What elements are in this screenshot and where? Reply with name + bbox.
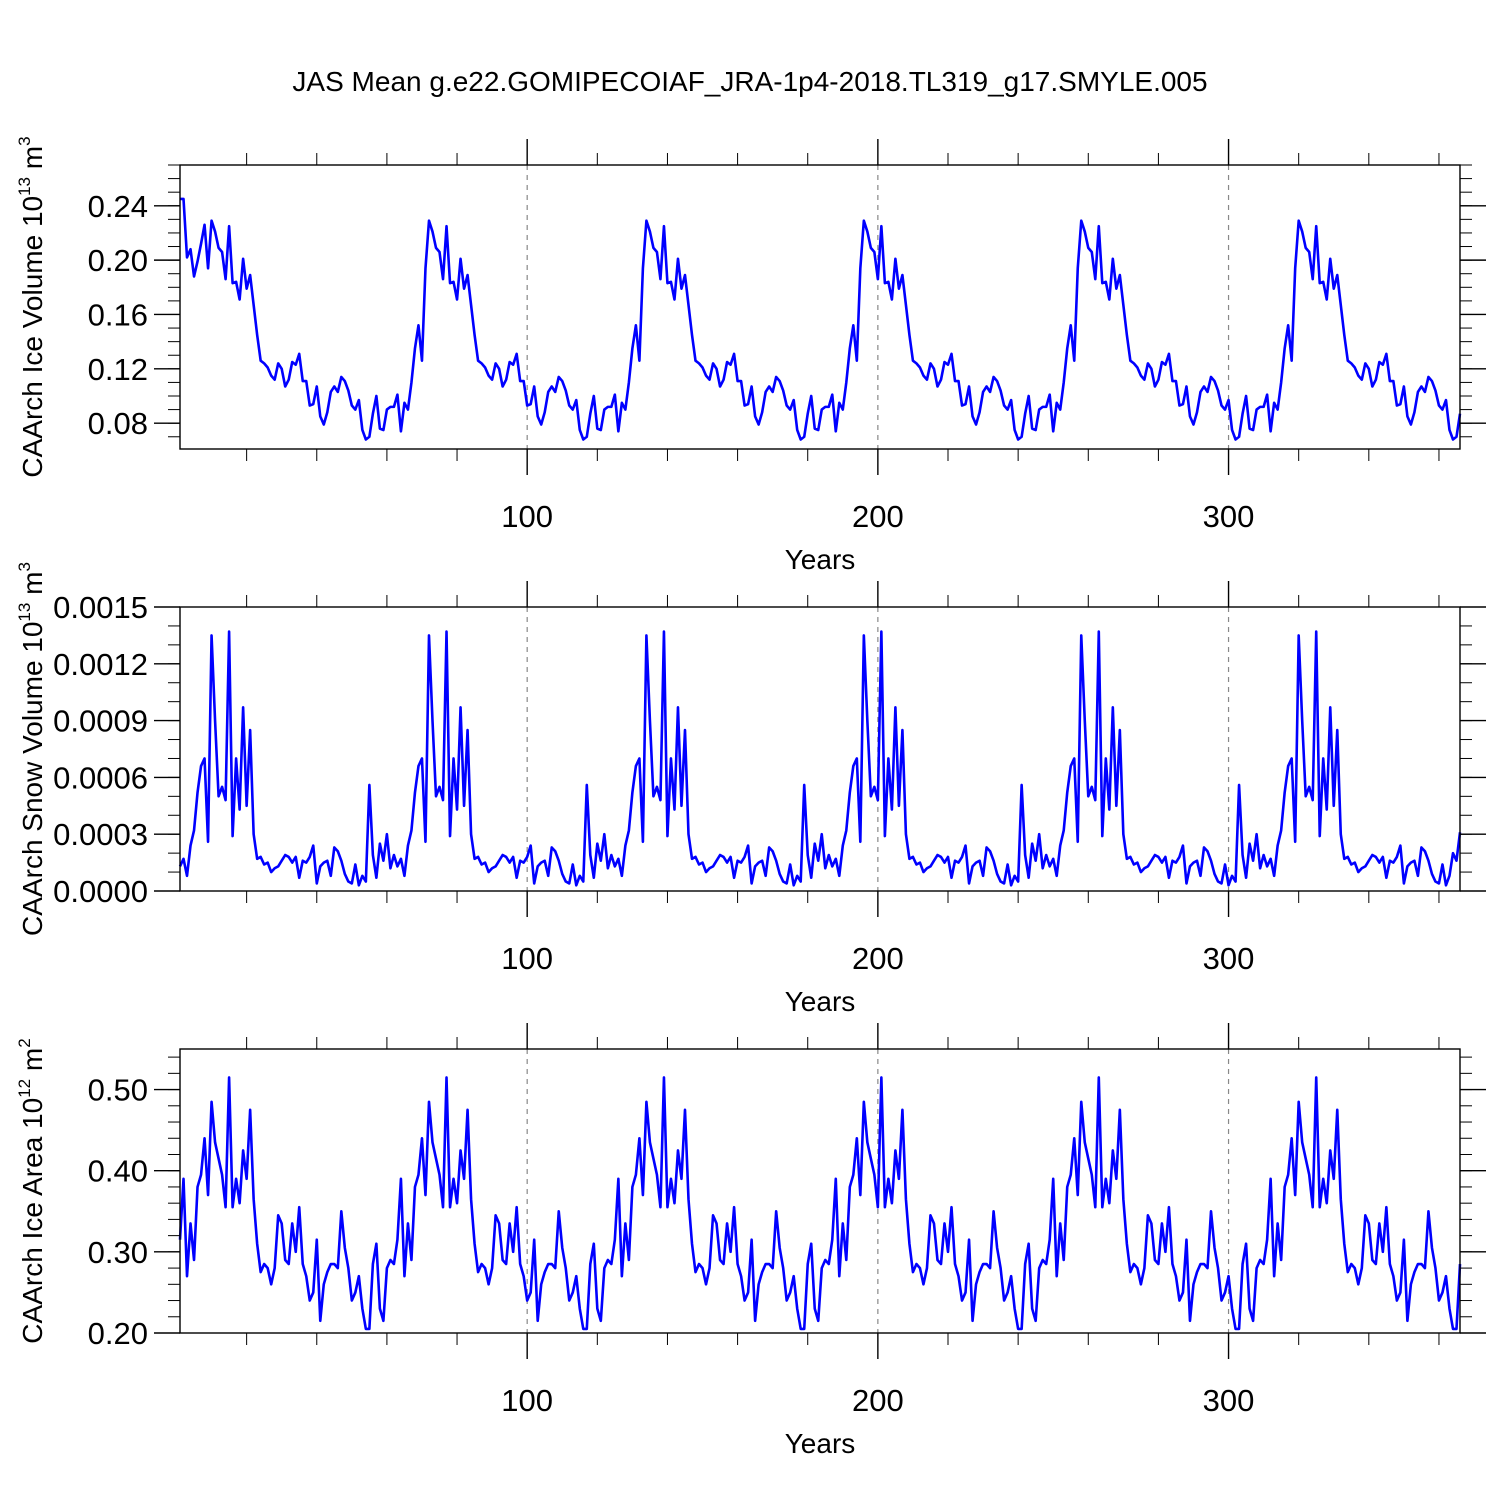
x-tick-label: 300 [1203, 499, 1255, 534]
plot-frame [179, 606, 1461, 892]
y-axis-label: CAArch Snow Volume 1013 m3 [15, 562, 48, 936]
x-tick-label: 100 [501, 1383, 553, 1418]
x-axis-label: Years [785, 1428, 856, 1459]
x-tick-label: 100 [501, 499, 553, 534]
panel-2: 0.0000 0.0003 0.0006 0.0009 0.0012 0.0015 100 2… [15, 562, 1486, 1017]
plot-frame [179, 1048, 1461, 1334]
panel-3: 0.20 0.30 0.40 0.50 100 200 300 Years CAArch Ice… [15, 1023, 1486, 1459]
y-tick-label: 0.0009 [53, 704, 148, 739]
x-tick-label: 100 [501, 941, 553, 976]
data-line [180, 197, 1462, 441]
x-tick-label: 200 [852, 941, 904, 976]
y-tick-label: 0.08 [88, 406, 148, 441]
y-axis-label: CAArch Ice Area 1012 m2 [15, 1038, 48, 1343]
y-tick-label: 0.0006 [53, 760, 148, 795]
data-line [178, 630, 1462, 887]
x-axis-label: Years [785, 986, 856, 1017]
y-tick-label: 0.40 [88, 1154, 148, 1189]
y-tick-label: 0.0015 [53, 590, 148, 625]
x-tick-label: 300 [1203, 1383, 1255, 1418]
y-tick-label: 0.50 [88, 1073, 148, 1108]
y-tick-label: 0.20 [88, 1316, 148, 1351]
y-tick-label: 0.16 [88, 297, 148, 332]
y-tick-label: 0.0012 [53, 647, 148, 682]
x-axis-label: Years [785, 544, 856, 575]
y-axis-label: CAArch Ice Volume 1013 m3 [15, 136, 48, 477]
y-tick-label: 0.0000 [53, 874, 148, 909]
data-line [178, 1076, 1462, 1331]
y-tick-label: 0.12 [88, 352, 148, 387]
x-tick-label: 300 [1203, 941, 1255, 976]
panel-1: 0.08 0.12 0.16 0.20 0.24 100 200 300 Years CAArch… [15, 136, 1486, 575]
panels: 0.08 0.12 0.16 0.20 0.24 100 200 300 Years CAArch… [15, 136, 1486, 1459]
y-tick-label: 0.20 [88, 243, 148, 278]
x-tick-label: 200 [852, 499, 904, 534]
x-tick-label: 200 [852, 1383, 904, 1418]
plot-frame [179, 164, 1461, 450]
y-tick-label: 0.0003 [53, 817, 148, 852]
chart-title: JAS Mean g.e22.GOMIPECOIAF_JRA-1p4-2018.… [292, 66, 1207, 97]
y-tick-label: 0.30 [88, 1235, 148, 1270]
y-tick-label: 0.24 [88, 189, 148, 224]
